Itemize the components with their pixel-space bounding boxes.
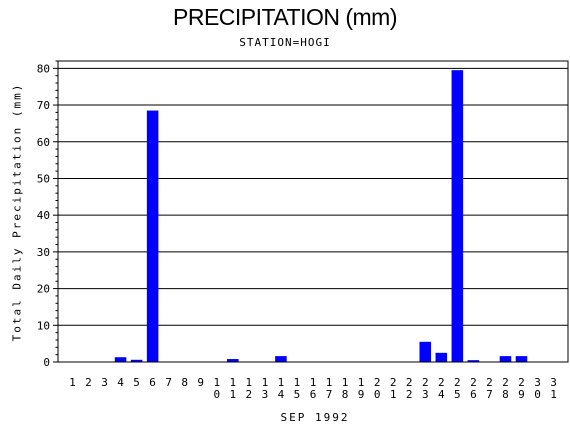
y-tick-label: 70	[37, 99, 50, 112]
x-tick-label: 5	[294, 388, 301, 401]
x-tick-label: 1	[262, 376, 269, 389]
x-tick-label: 3	[534, 376, 541, 389]
x-tick-label: 9	[358, 388, 365, 401]
x-tick-label: 1	[229, 388, 236, 401]
x-tick-label: 9	[518, 388, 525, 401]
x-tick-label: 1	[294, 376, 301, 389]
x-tick-label: 2	[374, 376, 381, 389]
x-tick-label: 1	[310, 376, 317, 389]
x-tick-label: 2	[470, 376, 477, 389]
x-tick-label: 7	[326, 388, 333, 401]
x-tick-label: 1	[390, 388, 397, 401]
bar	[515, 356, 528, 362]
x-tick-label: 2	[486, 376, 493, 389]
x-tick-label: 6	[310, 388, 317, 401]
x-tick-label: 2	[406, 388, 413, 401]
y-tick-label: 0	[43, 356, 50, 369]
x-tick-label: 1	[326, 376, 333, 389]
x-tick-label: 3	[422, 388, 429, 401]
x-tick-label: 4	[278, 388, 285, 401]
x-tick-label: 8	[181, 376, 188, 389]
bar	[146, 110, 159, 363]
x-tick-label: 4	[117, 376, 124, 389]
x-tick-label: 1	[342, 376, 349, 389]
x-tick-label: 2	[438, 376, 445, 389]
y-tick-label: 80	[37, 62, 50, 75]
y-axis: 0 10 20 30 40 50 60 70 80	[37, 60, 58, 369]
x-tick-label: 2	[454, 376, 461, 389]
x-tick-label: 2	[502, 376, 509, 389]
x-tick-label: 5	[454, 388, 461, 401]
x-tick-label: 2	[422, 376, 429, 389]
x-tick-label: 2	[406, 376, 413, 389]
x-tick-label: 7	[486, 388, 493, 401]
chart-subtitle: STATION=HOGI	[239, 36, 331, 49]
bars	[114, 70, 528, 363]
x-tick-label: 1	[229, 376, 236, 389]
bar	[467, 360, 480, 362]
x-tick-label: 5	[133, 376, 140, 389]
bar	[130, 359, 143, 362]
x-tick-label: 1	[278, 376, 285, 389]
x-tick-label: 0	[213, 388, 220, 401]
y-tick-label: 20	[37, 283, 50, 296]
x-tick-label: 1	[213, 376, 220, 389]
x-tick-label: 8	[502, 388, 509, 401]
x-tick-label: 1	[550, 388, 557, 401]
x-tick-label: 6	[149, 376, 156, 389]
x-tick-label: 9	[197, 376, 204, 389]
x-tick-label: 2	[518, 376, 525, 389]
bar	[435, 352, 448, 362]
x-tick-label: 3	[262, 388, 269, 401]
y-tick-label: 30	[37, 246, 50, 259]
x-tick-label: 0	[374, 388, 381, 401]
bar	[275, 356, 287, 362]
bar	[499, 356, 512, 362]
bar	[451, 70, 464, 363]
x-tick-label: 7	[165, 376, 172, 389]
chart-title: PRECIPITATION (mm)	[173, 4, 397, 30]
x-tick-label: 1	[69, 376, 76, 389]
x-tick-label: 2	[390, 376, 397, 389]
y-tick-label: 60	[37, 136, 50, 149]
bar	[114, 357, 127, 362]
x-axis-label: SEP 1992	[280, 411, 350, 424]
x-tick-label: 6	[470, 388, 477, 401]
x-tick-label: 4	[438, 388, 445, 401]
y-tick-label: 10	[37, 319, 50, 332]
bar	[227, 359, 239, 362]
x-tick-label: 2	[246, 388, 253, 401]
x-tick-label: 1	[246, 376, 253, 389]
bar	[419, 341, 432, 362]
y-tick-label: 40	[37, 209, 50, 222]
grid-lines	[58, 67, 568, 326]
y-tick-label: 50	[37, 172, 50, 185]
x-tick-label: 3	[550, 376, 557, 389]
x-tick-label: 2	[85, 376, 92, 389]
x-axis: 1 2 3 4 5 6 7 8 9 1011121314151617181920212223242…	[69, 376, 557, 401]
x-tick-label: 8	[342, 388, 349, 401]
plot-frame	[57, 60, 569, 363]
x-tick-label: 3	[101, 376, 108, 389]
x-tick-label: 1	[358, 376, 365, 389]
x-tick-label: 0	[534, 388, 541, 401]
